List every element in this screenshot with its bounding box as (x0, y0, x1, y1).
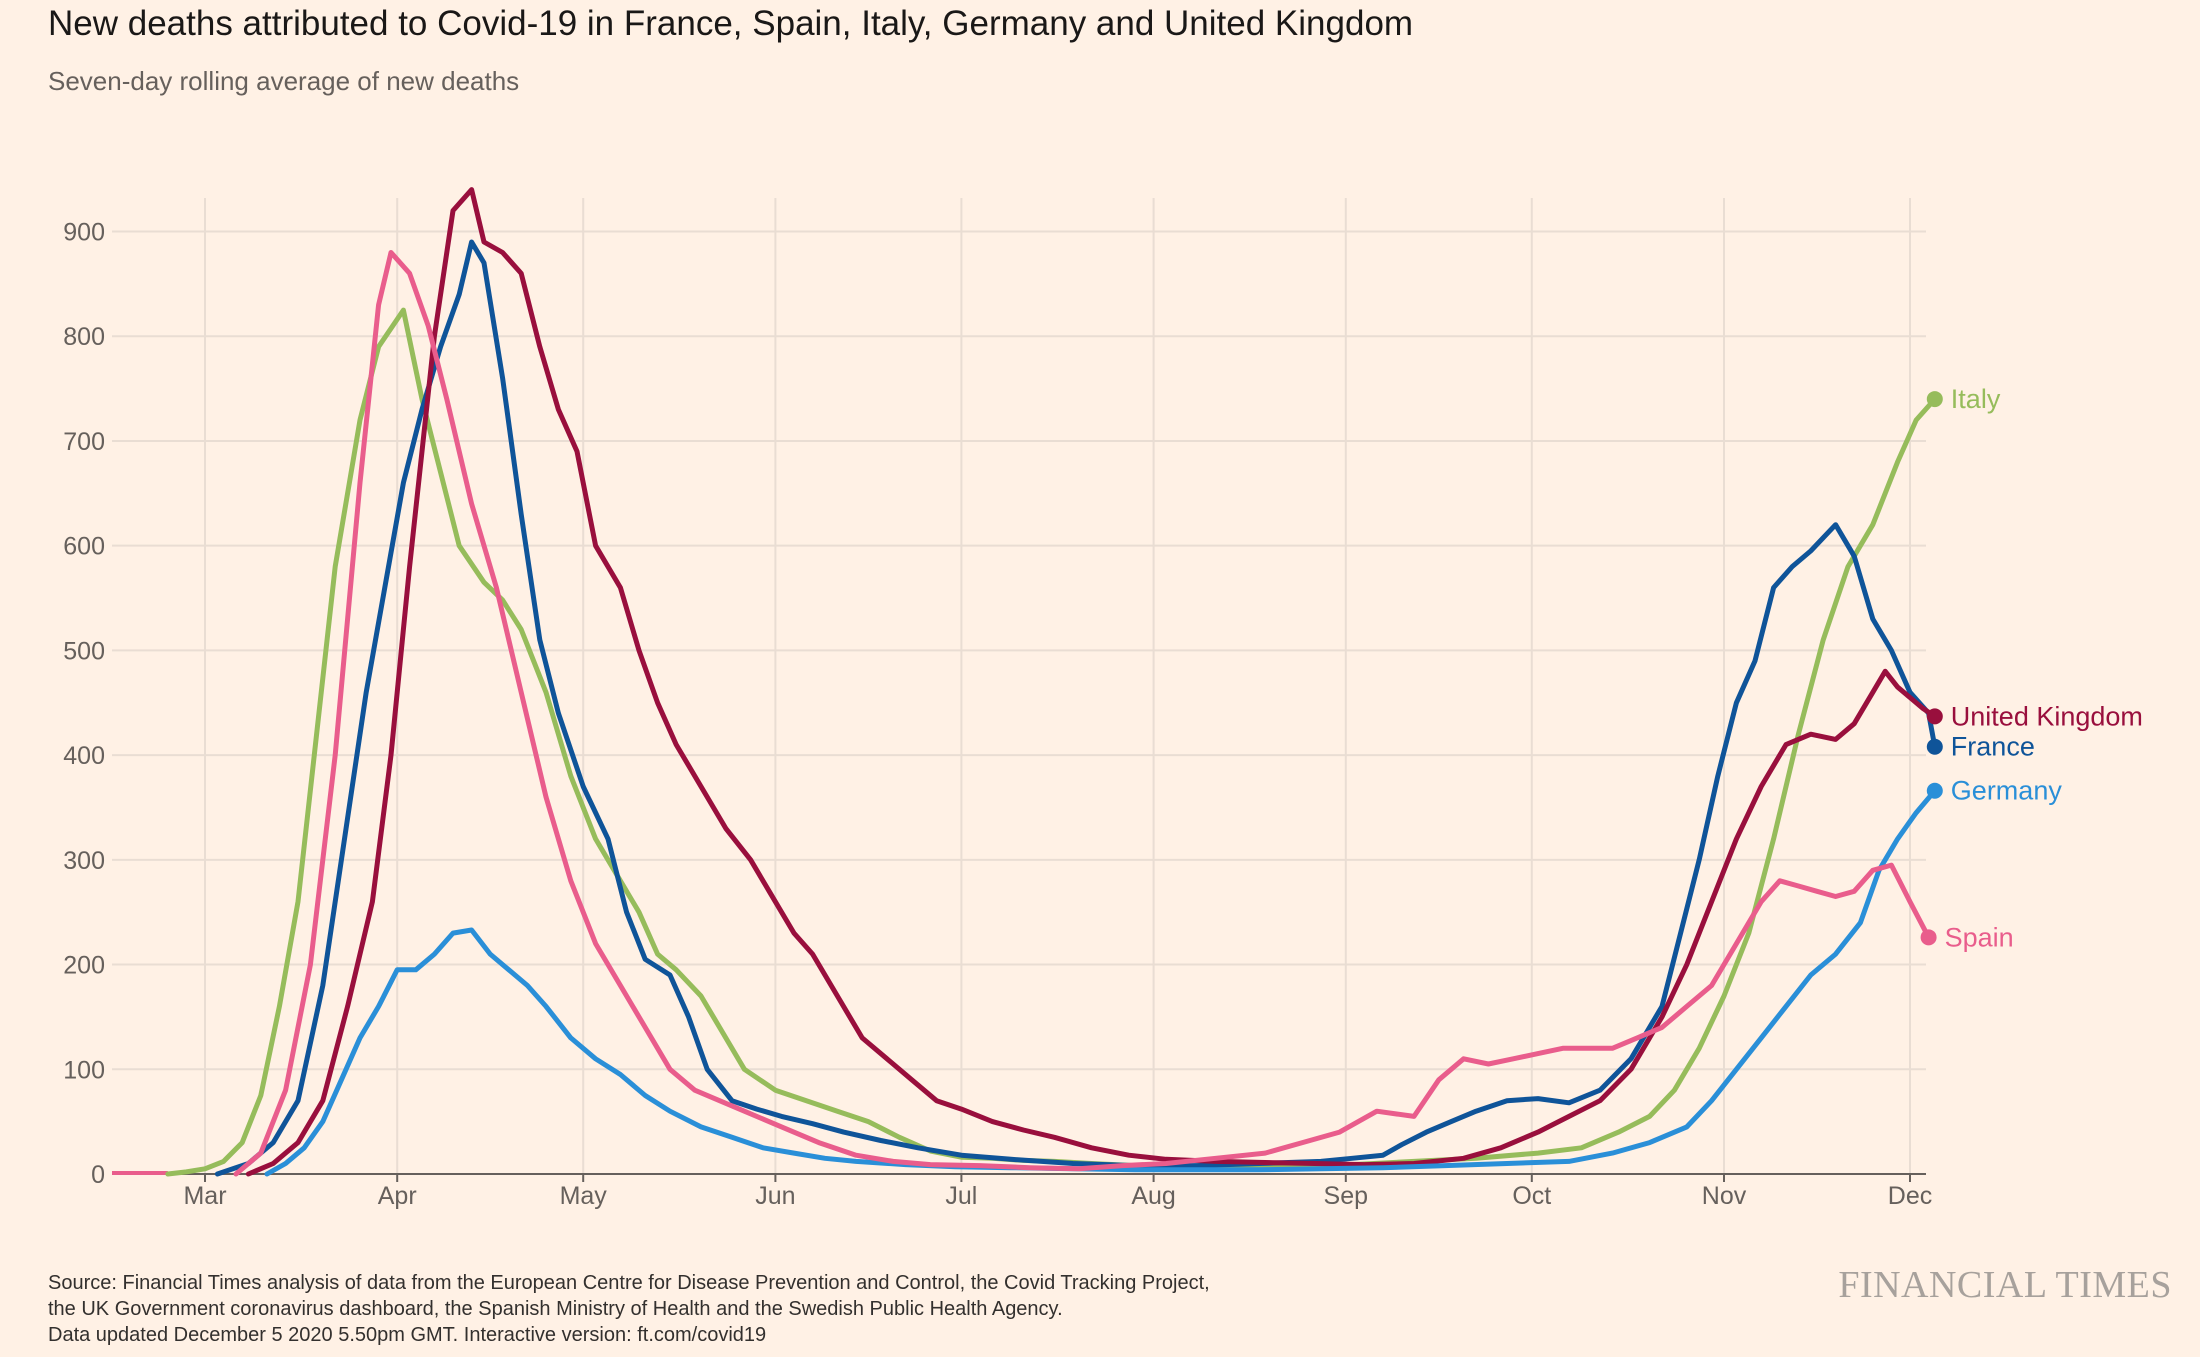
y-tick-label: 500 (63, 637, 105, 665)
series-line-germany (264, 788, 1938, 1177)
source-line-2: the UK Government coronavirus dashboard,… (48, 1298, 1063, 1320)
y-tick-label: 900 (63, 219, 105, 247)
source-line-1: Source: Financial Times analysis of data… (48, 1272, 1210, 1294)
x-tick-label: Jul (945, 1182, 977, 1210)
source-note: Source: Financial Times analysis of data… (48, 1270, 1210, 1348)
series-line-spain (233, 250, 1932, 1177)
chart-subtitle: Seven-day rolling average of new deaths (48, 66, 520, 96)
source-line-3: Data updated December 5 2020 5.50pm GMT.… (48, 1324, 767, 1346)
end-label-germany: Germany (1951, 776, 2063, 806)
series-lines (112, 187, 1938, 1177)
x-tick-label: Jun (755, 1182, 795, 1210)
x-tick-label: Sep (1324, 1182, 1368, 1210)
chart-title: New deaths attributed to Covid-19 in Fra… (48, 4, 1414, 43)
end-dot-italy (1926, 391, 1943, 408)
end-label-spain: Spain (1945, 922, 2014, 952)
x-tick-label: May (560, 1182, 608, 1210)
x-tick-label: Apr (378, 1182, 417, 1210)
x-tick-label: Mar (183, 1182, 226, 1210)
series-line-france (214, 239, 1938, 1177)
y-tick-label: 200 (63, 952, 105, 980)
y-tick-label: 100 (63, 1056, 105, 1084)
series-line-united-kingdom (245, 187, 1938, 1177)
y-tick-label: 300 (63, 847, 105, 875)
series-line-italy (165, 307, 1938, 1177)
x-tick-label: Oct (1512, 1182, 1551, 1210)
end-dot-france (1926, 738, 1943, 755)
axes: 0 100 200 300 400 500 600 700 800 900 Mar Apr May Jun… (63, 219, 1932, 1210)
end-dot-germany (1926, 782, 1943, 799)
x-tick-label: Aug (1131, 1182, 1175, 1210)
end-label-italy: Italy (1951, 384, 2001, 414)
end-label-united-kingdom: United Kingdom (1951, 701, 2143, 731)
y-tick-label: 800 (63, 323, 105, 351)
financial-times-logo: FINANCIAL TIMES (1838, 1264, 2172, 1306)
end-dot-united-kingdom (1926, 708, 1943, 725)
y-tick-label: 0 (91, 1161, 105, 1189)
y-tick-label: 400 (63, 742, 105, 770)
y-tick-label: 600 (63, 533, 105, 561)
x-tick-label: Dec (1888, 1182, 1932, 1210)
end-label-france: France (1951, 732, 2035, 762)
y-tick-label: 700 (63, 428, 105, 456)
end-dot-spain (1920, 929, 1937, 946)
x-tick-label: Nov (1702, 1182, 1747, 1210)
